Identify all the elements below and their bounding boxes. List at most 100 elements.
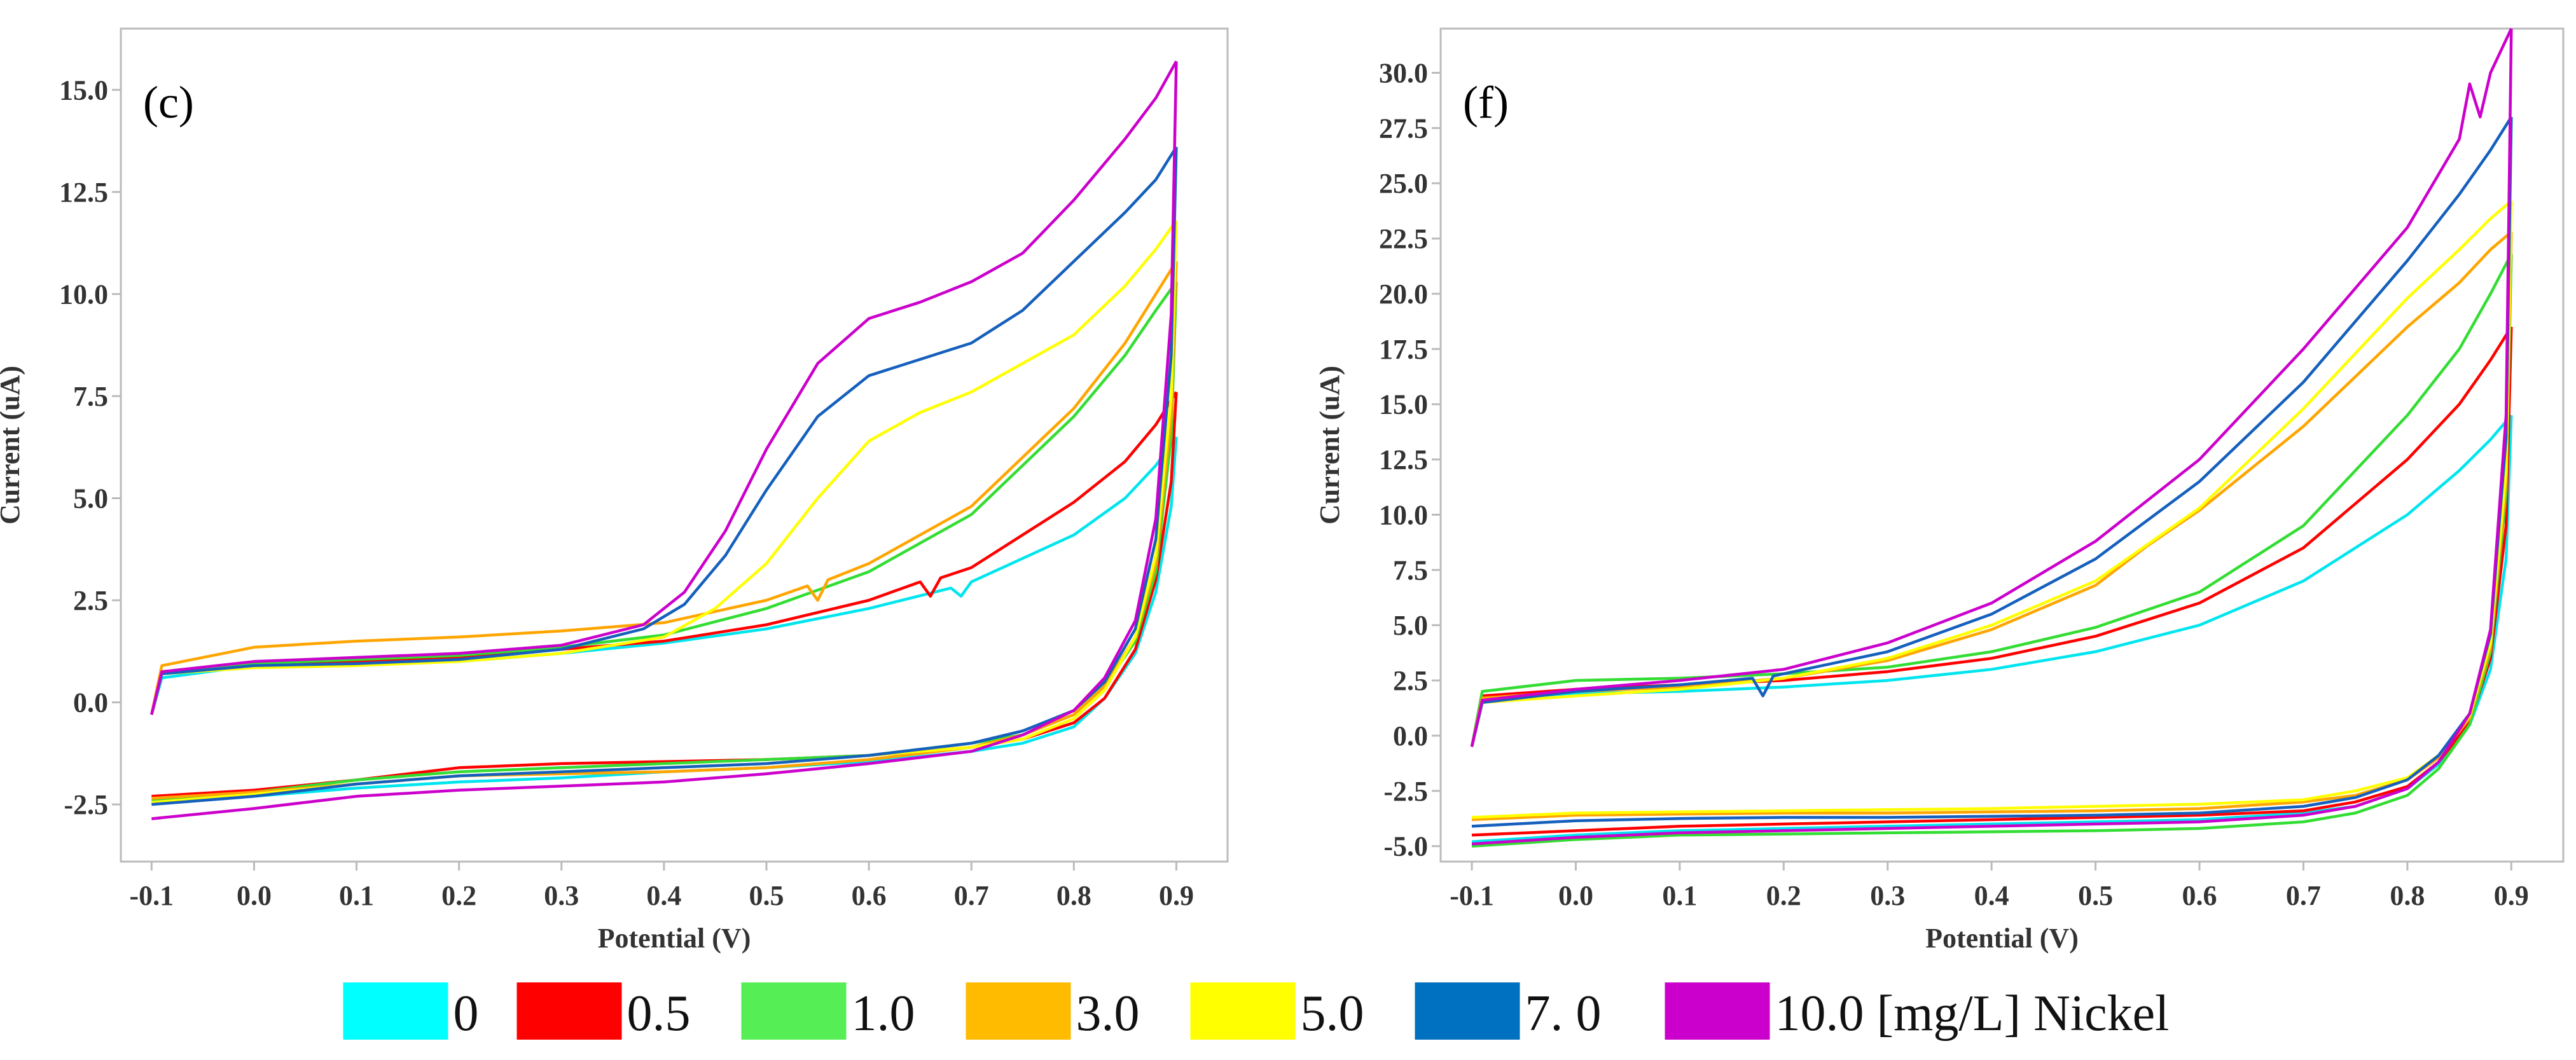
x-tick-label: 0.1 (339, 880, 374, 911)
y-tick-label: 30.0 (1379, 57, 1428, 88)
x-tick-label: 0.2 (1766, 880, 1801, 911)
legend-label: 1.0 (852, 986, 915, 1042)
plot-frame (1439, 27, 2565, 863)
x-tick-label: 0.6 (2182, 880, 2217, 911)
x-tick-label: -0.1 (130, 880, 174, 911)
legend-swatch (1665, 982, 1770, 1040)
x-tick-label: -0.1 (1450, 880, 1494, 911)
series-line-forward (1470, 414, 2513, 747)
x-tick-label: 0.0 (1558, 880, 1593, 911)
series-5-0 (1470, 200, 2513, 819)
x-tick-label: 0.4 (646, 880, 681, 911)
x-tick-label: 0.8 (1056, 880, 1091, 911)
series-0 (1470, 414, 2513, 843)
series-line-reverse (151, 261, 1178, 800)
x-tick-label: 0.9 (2494, 880, 2529, 911)
x-tick-label: 0.5 (2078, 880, 2113, 911)
panel-label: (c) (143, 77, 194, 128)
legend-swatch (516, 982, 622, 1040)
legend-label: 0 (454, 986, 479, 1042)
x-tick-label: 0.0 (237, 880, 272, 911)
series-line-forward (150, 436, 1178, 715)
x-tick-label: 0.8 (2390, 880, 2425, 911)
series-0 (150, 436, 1178, 804)
x-tick-label: 0.2 (441, 880, 476, 911)
y-tick-label: 10.0 (59, 279, 108, 310)
legend-swatch (741, 982, 847, 1040)
x-tick-label: 0.4 (1974, 880, 2009, 911)
series-7-0 (150, 146, 1178, 806)
legend-swatch (1415, 982, 1520, 1040)
series-line-forward (1470, 28, 2513, 747)
y-tick-label: -2.5 (1383, 776, 1428, 807)
y-tick-label: 15.0 (59, 74, 108, 106)
x-tick-label: 0.6 (852, 880, 887, 911)
y-tick-label: 2.5 (1393, 665, 1428, 696)
series-10-0-mg-l-nickel (1470, 28, 2513, 846)
series-line-reverse (151, 282, 1178, 802)
series-line-reverse (151, 61, 1178, 820)
legend-swatch (343, 982, 448, 1040)
chart-panel-c: -0.1 0.0 0.1 0.2 0.3 0.4 0.5 0.6 0.7 0.8 0.9 -2.5 0.… (0, 27, 1229, 954)
series-line-forward (150, 219, 1178, 715)
x-axis-title: Potential (V) (598, 923, 751, 954)
legend-label: 7. 0 (1525, 986, 1602, 1042)
series-line-forward (150, 260, 1178, 715)
series-line-reverse (151, 147, 1178, 806)
y-tick-label: 20.0 (1379, 279, 1428, 310)
series-line-reverse (1471, 28, 2513, 846)
x-axis-title: Potential (V) (1925, 923, 2079, 954)
series-5-0 (150, 219, 1178, 804)
plot-frame (120, 27, 1229, 863)
y-tick-label: 22.5 (1379, 223, 1428, 254)
panel-label: (f) (1463, 77, 1509, 128)
series-0-5 (1470, 326, 2513, 837)
y-tick-label: 12.5 (1379, 444, 1428, 476)
y-tick-label: 12.5 (59, 177, 108, 208)
series-line-reverse (151, 437, 1178, 804)
x-tick-label: 0.7 (954, 880, 989, 911)
legend-label: 5.0 (1301, 986, 1364, 1042)
chart-panel-f: -0.1 0.0 0.1 0.2 0.3 0.4 0.5 0.6 0.7 0.8 0.9 -5.0 -2… (1314, 27, 2565, 954)
y-tick-label: 7.5 (73, 381, 108, 412)
series-line-forward (150, 60, 1178, 715)
x-tick-label: 0.9 (1159, 880, 1194, 911)
y-tick-label: 0.0 (1393, 720, 1428, 752)
y-axis-title: Current (uA) (0, 366, 25, 525)
y-tick-label: 2.5 (73, 585, 108, 616)
legend: 0 0.5 1.0 3.0 5.0 7. 0 10.0 [mg/L] Nickel (343, 982, 2170, 1042)
series-line-reverse (1471, 200, 2513, 819)
legend-swatch (966, 982, 1071, 1040)
y-tick-label: 27.5 (1379, 113, 1428, 144)
x-tick-label: 0.1 (1662, 880, 1697, 911)
x-tick-label: 0.7 (2286, 880, 2321, 911)
y-tick-label: 5.0 (73, 483, 108, 514)
series-10-0-mg-l-nickel (150, 60, 1178, 820)
series-line-reverse (1471, 327, 2513, 837)
legend-label: 3.0 (1076, 986, 1140, 1042)
series-line-forward (1470, 253, 2513, 747)
y-tick-label: -2.5 (64, 789, 108, 820)
series-3-0 (150, 260, 1178, 800)
series-1-0 (150, 280, 1178, 802)
legend-label: 0.5 (627, 986, 691, 1042)
legend-swatch (1190, 982, 1296, 1040)
y-axis-title: Current (uA) (1314, 366, 1345, 525)
y-tick-label: -5.0 (1383, 831, 1428, 862)
series-line-forward (150, 146, 1178, 715)
x-tick-label: 0.3 (1870, 880, 1905, 911)
x-tick-label: 0.5 (749, 880, 784, 911)
series-1-0 (1470, 253, 2513, 848)
y-tick-label: 10.0 (1379, 499, 1428, 530)
legend-label: 10.0 [mg/L] Nickel (1775, 986, 2170, 1042)
series-line-forward (1470, 116, 2513, 747)
y-tick-label: 7.5 (1393, 554, 1428, 586)
series-line-forward (1470, 200, 2512, 747)
x-tick-label: 0.3 (544, 880, 579, 911)
y-tick-label: 0.0 (73, 687, 108, 719)
y-tick-label: 17.5 (1379, 334, 1428, 365)
series-line-reverse (151, 220, 1178, 804)
y-tick-label: 5.0 (1393, 610, 1428, 641)
series-line-forward (150, 280, 1178, 715)
